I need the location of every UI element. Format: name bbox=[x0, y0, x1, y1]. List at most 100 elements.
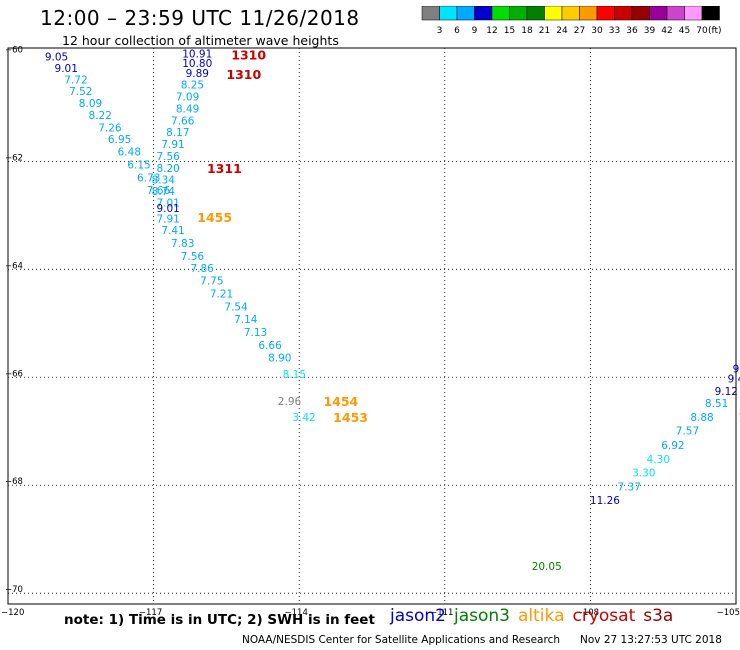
time-label: 1454 bbox=[323, 394, 358, 409]
satellite-legend-item: jason3 bbox=[454, 606, 510, 626]
wave-height-label: 11.26 bbox=[590, 495, 620, 507]
chart-subtitle: 12 hour collection of altimeter wave hei… bbox=[62, 33, 339, 48]
wave-height-label: 7.57 bbox=[676, 426, 699, 438]
wave-height-label: 6.73 bbox=[137, 173, 160, 185]
wave-height-label: 8.17 bbox=[166, 127, 189, 139]
wave-height-label: 9.12 bbox=[715, 386, 738, 398]
wave-height-label: 7.01 bbox=[156, 197, 179, 209]
wave-height-label: 6.92 bbox=[661, 440, 684, 452]
satellite-legend-item: s3a bbox=[643, 606, 674, 626]
wave-height-label: 6.66 bbox=[258, 340, 282, 352]
y-tick-label: −70 bbox=[5, 585, 23, 595]
colorbar-tick-label: 70 bbox=[696, 26, 708, 36]
wave-height-label: 7.86 bbox=[190, 263, 214, 275]
colorbar-unit: (ft) bbox=[708, 26, 722, 36]
wave-height-label: 9.05 bbox=[45, 52, 68, 64]
wave-height-label: 8.74 bbox=[152, 186, 176, 198]
wave-height-label: 7.83 bbox=[171, 238, 194, 250]
wave-height-label: 8.88 bbox=[690, 412, 713, 424]
y-tick-label: −62 bbox=[5, 153, 23, 163]
satellite-legend-item: jason2 bbox=[390, 606, 446, 626]
time-label: 1455 bbox=[197, 210, 232, 225]
timestamp-text: Nov 27 13:27:53 UTC 2018 bbox=[580, 634, 722, 646]
wave-height-label: 3.30 bbox=[632, 467, 655, 479]
x-tick-label: −120 bbox=[1, 608, 24, 618]
wave-height-label: 3.42 bbox=[292, 412, 315, 424]
y-tick-label: −64 bbox=[5, 261, 23, 271]
wave-height-label: 7.14 bbox=[234, 314, 258, 326]
colorbar-tick-label: 6 bbox=[454, 26, 460, 36]
satellite-legend: jason2 jason3 altika cryosat s3a bbox=[390, 606, 681, 626]
wave-height-label: 8.20 bbox=[156, 163, 179, 175]
wave-height-label: 10.80 bbox=[182, 58, 212, 70]
wave-height-label: 7.56 bbox=[156, 151, 180, 163]
colorbar-tick-label: 21 bbox=[539, 26, 550, 36]
wave-height-label: 7.91 bbox=[156, 214, 179, 226]
colorbar-tick-label: 12 bbox=[486, 26, 497, 36]
satellite-legend-item: altika bbox=[518, 606, 565, 626]
colorbar-tick-label: 36 bbox=[626, 26, 638, 36]
colorbar-tick-label: 3 bbox=[437, 26, 443, 36]
wave-height-label: 9 bbox=[733, 364, 740, 376]
credit-text: NOAA/NESDIS Center for Satellite Applica… bbox=[242, 634, 560, 646]
wave-height-label: 8.90 bbox=[268, 352, 291, 364]
y-tick-label: −60 bbox=[5, 45, 23, 55]
x-tick-label: −111 bbox=[430, 608, 453, 618]
colorbar-tick-label: 9 bbox=[472, 26, 478, 36]
wave-height-label: 7.26 bbox=[98, 122, 122, 134]
x-tick-label: −114 bbox=[285, 608, 308, 618]
wave-height-label: 7.37 bbox=[618, 481, 641, 493]
colorbar-tick-label: 30 bbox=[591, 26, 603, 36]
time-label: 1310 bbox=[226, 67, 261, 82]
wave-height-label: 7.21 bbox=[210, 289, 233, 301]
wave-height-label: 7.09 bbox=[176, 92, 199, 104]
wave-height-label: 7.54 bbox=[224, 302, 248, 314]
colorbar-tick-label: 42 bbox=[661, 26, 672, 36]
wave-height-label: 9.01 bbox=[156, 203, 179, 215]
y-tick-label: −66 bbox=[5, 369, 23, 379]
colorbar-tick-label: 27 bbox=[574, 26, 585, 36]
wave-height-label: 9.01 bbox=[55, 63, 78, 75]
y-tick-label: −68 bbox=[5, 477, 23, 487]
colorbar-swatch bbox=[701, 6, 720, 21]
wave-height-label: 7.72 bbox=[64, 74, 87, 86]
plot-frame bbox=[7, 47, 737, 605]
wave-height-label: 7.56 bbox=[181, 251, 205, 263]
wave-height-label: 6.48 bbox=[118, 147, 141, 159]
wave-height-label: 9.89 bbox=[186, 68, 209, 80]
colorbar-tick-label: 18 bbox=[521, 26, 533, 36]
x-tick-label: −108 bbox=[576, 608, 599, 618]
wave-height-label: 7.66 bbox=[171, 115, 195, 127]
x-tick-label: −105 bbox=[717, 608, 740, 618]
wave-height-label: 7.91 bbox=[161, 139, 184, 151]
time-label: 15 bbox=[738, 410, 740, 425]
colorbar-tick-label: 45 bbox=[679, 26, 690, 36]
colorbar-tick-label: 33 bbox=[609, 26, 620, 36]
wave-height-label: 2.96 bbox=[278, 396, 302, 408]
wave-height-label: 7.66 bbox=[147, 185, 171, 197]
satellite-legend-item: cryosat bbox=[572, 606, 636, 626]
wave-height-label: 8.25 bbox=[181, 80, 204, 92]
wave-height-label: 7.13 bbox=[244, 327, 267, 339]
wave-height-label: 8.51 bbox=[705, 398, 728, 410]
wave-height-label: 7.41 bbox=[161, 225, 184, 237]
wave-height-label: 8.34 bbox=[152, 175, 176, 187]
wave-height-label: 8.22 bbox=[89, 110, 112, 122]
color-legend: 3 6 9 12 15 18 21 24 27 30 33 36 39 42 45 70 (ft) bbox=[421, 6, 722, 36]
colorbar-tick-label: 39 bbox=[644, 26, 656, 36]
wave-height-label: 6.95 bbox=[108, 134, 131, 146]
colorbar-tick-label: 24 bbox=[556, 26, 568, 36]
wave-height-label: 6.15 bbox=[127, 160, 150, 172]
x-tick-label: −117 bbox=[139, 608, 162, 618]
wave-height-label: 10.91 bbox=[182, 48, 212, 60]
wave-height-label: 9.4 bbox=[728, 373, 740, 385]
page-title: 12:00 – 23:59 UTC 11/26/2018 bbox=[40, 6, 360, 30]
wave-height-label: 8.49 bbox=[176, 103, 199, 115]
colorbar-tick-label: 15 bbox=[504, 26, 515, 36]
wave-height-label: 7.75 bbox=[200, 276, 223, 288]
time-label: 1311 bbox=[207, 161, 242, 176]
wave-height-label: 20.05 bbox=[532, 561, 562, 573]
wave-height-label: 8.09 bbox=[79, 98, 102, 110]
time-label: 1310 bbox=[231, 47, 266, 62]
